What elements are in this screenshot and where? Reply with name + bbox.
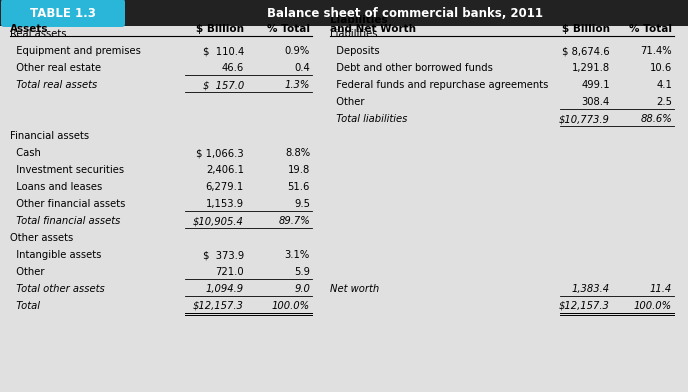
Text: 9.0: 9.0 <box>294 284 310 294</box>
Text: % Total: % Total <box>267 24 310 34</box>
Text: Total real assets: Total real assets <box>10 80 97 90</box>
Text: Other: Other <box>330 97 365 107</box>
Text: Loans and leases: Loans and leases <box>10 182 103 192</box>
Text: 1.3%: 1.3% <box>285 80 310 90</box>
Text: 1,383.4: 1,383.4 <box>572 284 610 294</box>
Text: 0.4: 0.4 <box>294 63 310 73</box>
Text: 1,153.9: 1,153.9 <box>206 199 244 209</box>
Text: 19.8: 19.8 <box>288 165 310 175</box>
Text: Liabilities: Liabilities <box>330 29 378 39</box>
Text: Other financial assets: Other financial assets <box>10 199 125 209</box>
Text: 9.5: 9.5 <box>294 199 310 209</box>
Text: $ Billion: $ Billion <box>562 24 610 34</box>
Text: 8.8%: 8.8% <box>285 148 310 158</box>
Text: Total financial assets: Total financial assets <box>10 216 120 226</box>
Text: 88.6%: 88.6% <box>641 114 672 124</box>
Text: 11.4: 11.4 <box>649 284 672 294</box>
Text: Total liabilities: Total liabilities <box>330 114 407 124</box>
Text: 4.1: 4.1 <box>656 80 672 90</box>
Text: $ Billion: $ Billion <box>196 24 244 34</box>
Text: $  157.0: $ 157.0 <box>203 80 244 90</box>
Text: $  110.4: $ 110.4 <box>203 46 244 56</box>
Text: 721.0: 721.0 <box>215 267 244 277</box>
Text: $  373.9: $ 373.9 <box>203 250 244 260</box>
Text: 89.7%: 89.7% <box>278 216 310 226</box>
Text: Equipment and premises: Equipment and premises <box>10 46 141 56</box>
Text: 3.1%: 3.1% <box>285 250 310 260</box>
Text: 308.4: 308.4 <box>582 97 610 107</box>
Text: Cash: Cash <box>10 148 41 158</box>
Text: Net worth: Net worth <box>330 284 379 294</box>
Text: 100.0%: 100.0% <box>634 301 672 311</box>
Text: $12,157.3: $12,157.3 <box>559 301 610 311</box>
FancyBboxPatch shape <box>1 0 125 27</box>
Text: Debt and other borrowed funds: Debt and other borrowed funds <box>330 63 493 73</box>
Text: Total: Total <box>10 301 40 311</box>
Text: 46.6: 46.6 <box>222 63 244 73</box>
Text: Deposits: Deposits <box>330 46 380 56</box>
Text: 5.9: 5.9 <box>294 267 310 277</box>
Text: $10,773.9: $10,773.9 <box>559 114 610 124</box>
Text: TABLE 1.3: TABLE 1.3 <box>30 7 96 20</box>
Text: 499.1: 499.1 <box>581 80 610 90</box>
Text: Balance sheet of commercial banks, 2011: Balance sheet of commercial banks, 2011 <box>267 7 543 20</box>
Text: and Net Worth: and Net Worth <box>330 24 416 34</box>
Text: Intangible assets: Intangible assets <box>10 250 101 260</box>
Text: 6,279.1: 6,279.1 <box>206 182 244 192</box>
Text: % Total: % Total <box>629 24 672 34</box>
Text: $ 1,066.3: $ 1,066.3 <box>196 148 244 158</box>
Text: 100.0%: 100.0% <box>272 301 310 311</box>
Text: 0.9%: 0.9% <box>285 46 310 56</box>
Text: Other assets: Other assets <box>10 233 73 243</box>
Text: Federal funds and repurchase agreements: Federal funds and repurchase agreements <box>330 80 548 90</box>
Text: Real assets: Real assets <box>10 29 67 39</box>
Text: 51.6: 51.6 <box>288 182 310 192</box>
Text: Investment securities: Investment securities <box>10 165 124 175</box>
Text: 71.4%: 71.4% <box>641 46 672 56</box>
Text: $10,905.4: $10,905.4 <box>193 216 244 226</box>
Text: 1,094.9: 1,094.9 <box>206 284 244 294</box>
Text: 2.5: 2.5 <box>656 97 672 107</box>
Text: Total other assets: Total other assets <box>10 284 105 294</box>
Text: Financial assets: Financial assets <box>10 131 89 141</box>
Bar <box>0 0 688 26</box>
Text: $ 8,674.6: $ 8,674.6 <box>562 46 610 56</box>
Text: $12,157.3: $12,157.3 <box>193 301 244 311</box>
Text: Liabilities: Liabilities <box>330 15 387 25</box>
Text: 1,291.8: 1,291.8 <box>572 63 610 73</box>
Text: Assets: Assets <box>10 24 48 34</box>
Text: 2,406.1: 2,406.1 <box>206 165 244 175</box>
Text: Other: Other <box>10 267 45 277</box>
Text: 10.6: 10.6 <box>649 63 672 73</box>
Text: Other real estate: Other real estate <box>10 63 101 73</box>
